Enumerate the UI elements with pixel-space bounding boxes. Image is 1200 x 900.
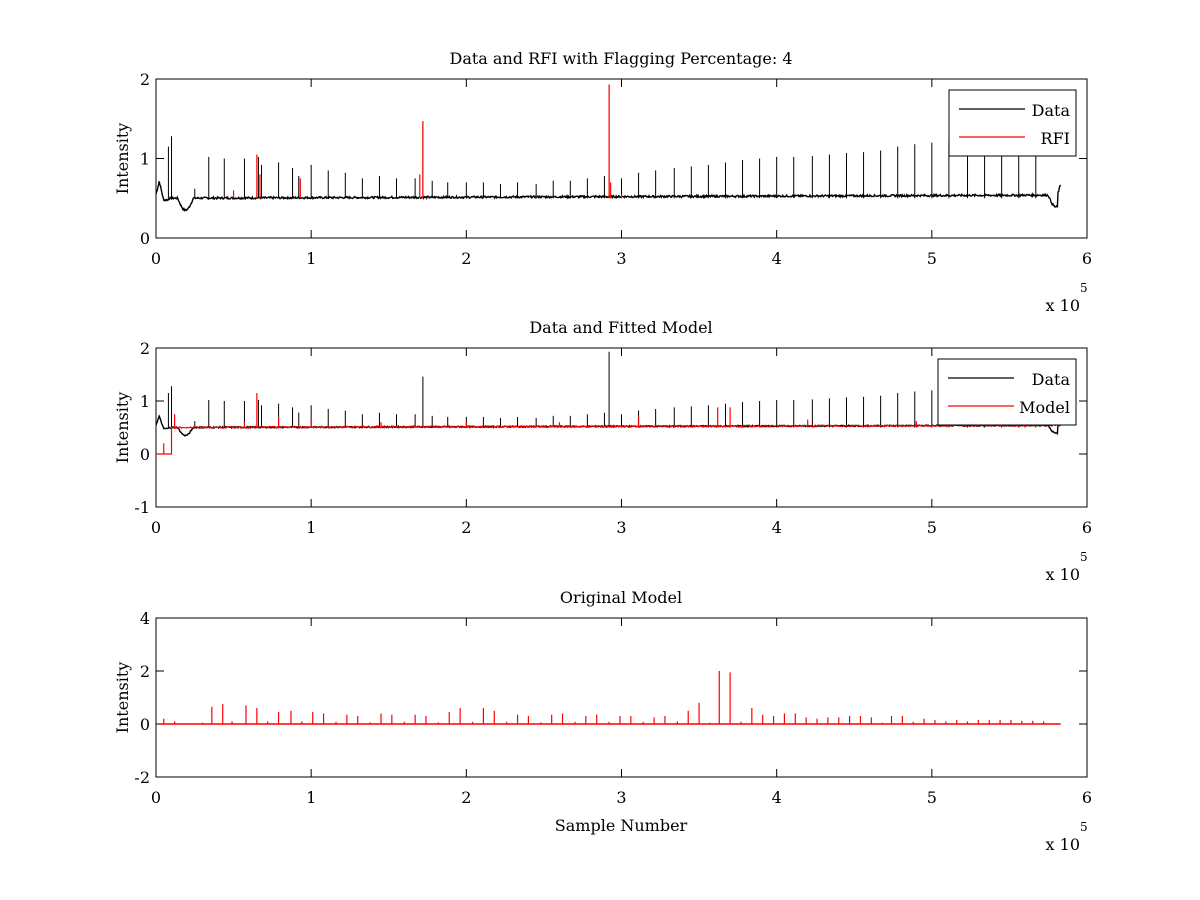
legend-label: Model bbox=[1019, 398, 1070, 417]
legend: Data Model bbox=[937, 358, 1077, 426]
y-tick-label: 0 bbox=[140, 715, 150, 734]
y-axis-label: Intensity bbox=[113, 123, 132, 195]
y-tick-label: -1 bbox=[134, 498, 150, 517]
x-tick-label: 5 bbox=[927, 788, 937, 807]
x-tick-label: 2 bbox=[461, 518, 471, 537]
x-axis-label: Sample Number bbox=[555, 816, 688, 835]
y-tick-label: 0 bbox=[140, 445, 150, 464]
x-multiplier-base: x 10 bbox=[1046, 296, 1080, 315]
x-multiplier-base: x 10 bbox=[1046, 835, 1080, 854]
subplot-data-model: Data and Fitted Model 0 1 2 3 4 5 6-1012Intens… bbox=[113, 318, 1092, 584]
x-tick-label: 2 bbox=[461, 788, 471, 807]
x-tick-label: 1 bbox=[306, 788, 316, 807]
series-model-line bbox=[156, 423, 1061, 455]
x-tick-label: 0 bbox=[151, 788, 161, 807]
y-tick-label: 0 bbox=[140, 229, 150, 248]
y-axis-label: Intensity bbox=[113, 392, 132, 464]
x-tick-label: 3 bbox=[616, 518, 626, 537]
series-group bbox=[159, 671, 1061, 725]
x-tick-label: 4 bbox=[772, 788, 782, 807]
legend-label: Data bbox=[1032, 101, 1071, 120]
x-tick-label: 5 bbox=[927, 518, 937, 537]
x-tick-label: 2 bbox=[461, 249, 471, 268]
y-tick-label: -2 bbox=[134, 768, 150, 787]
subplot-title: Data and Fitted Model bbox=[529, 318, 712, 337]
x-tick-label: 4 bbox=[772, 518, 782, 537]
x-tick-label: 3 bbox=[616, 249, 626, 268]
x-multiplier-exponent: 5 bbox=[1080, 281, 1088, 295]
x-tick-label: 3 bbox=[616, 788, 626, 807]
subplot-title: Original Model bbox=[560, 588, 682, 607]
x-tick-label: 1 bbox=[306, 249, 316, 268]
series-group bbox=[156, 84, 1062, 212]
subplot-data-rfi: Data and RFI with Flagging Percentage: 4… bbox=[113, 49, 1092, 315]
y-tick-label: 2 bbox=[140, 70, 150, 89]
x-tick-label: 6 bbox=[1082, 788, 1092, 807]
x-multiplier-exponent: 5 bbox=[1080, 550, 1088, 564]
x-tick-label: 0 bbox=[151, 518, 161, 537]
y-tick-label: 1 bbox=[140, 392, 150, 411]
y-tick-label: 1 bbox=[140, 150, 150, 169]
x-multiplier-base: x 10 bbox=[1046, 565, 1080, 584]
legend: Data RFI bbox=[948, 89, 1077, 157]
plot-area bbox=[155, 617, 1088, 778]
legend-box bbox=[937, 358, 1077, 426]
plot-area bbox=[155, 78, 1088, 239]
x-tick-label: 0 bbox=[151, 249, 161, 268]
x-tick-label: 4 bbox=[772, 249, 782, 268]
y-axis-label: Intensity bbox=[113, 662, 132, 734]
legend-label: Data bbox=[1032, 370, 1071, 389]
x-tick-label: 1 bbox=[306, 518, 316, 537]
subplot-title: Data and RFI with Flagging Percentage: 4 bbox=[449, 49, 792, 68]
x-tick-label: 5 bbox=[927, 249, 937, 268]
y-tick-label: 4 bbox=[140, 609, 150, 628]
x-multiplier-exponent: 5 bbox=[1080, 820, 1088, 834]
legend-box bbox=[948, 89, 1077, 157]
series-data-line bbox=[156, 181, 1062, 212]
y-tick-label: 2 bbox=[140, 339, 150, 358]
y-tick-label: 2 bbox=[140, 662, 150, 681]
legend-label: RFI bbox=[1041, 129, 1070, 148]
x-tick-label: 6 bbox=[1082, 249, 1092, 268]
x-tick-label: 6 bbox=[1082, 518, 1092, 537]
subplot-original-model: Original Model Sample Number 0 1 2 3 4 5 6-202… bbox=[113, 588, 1092, 854]
